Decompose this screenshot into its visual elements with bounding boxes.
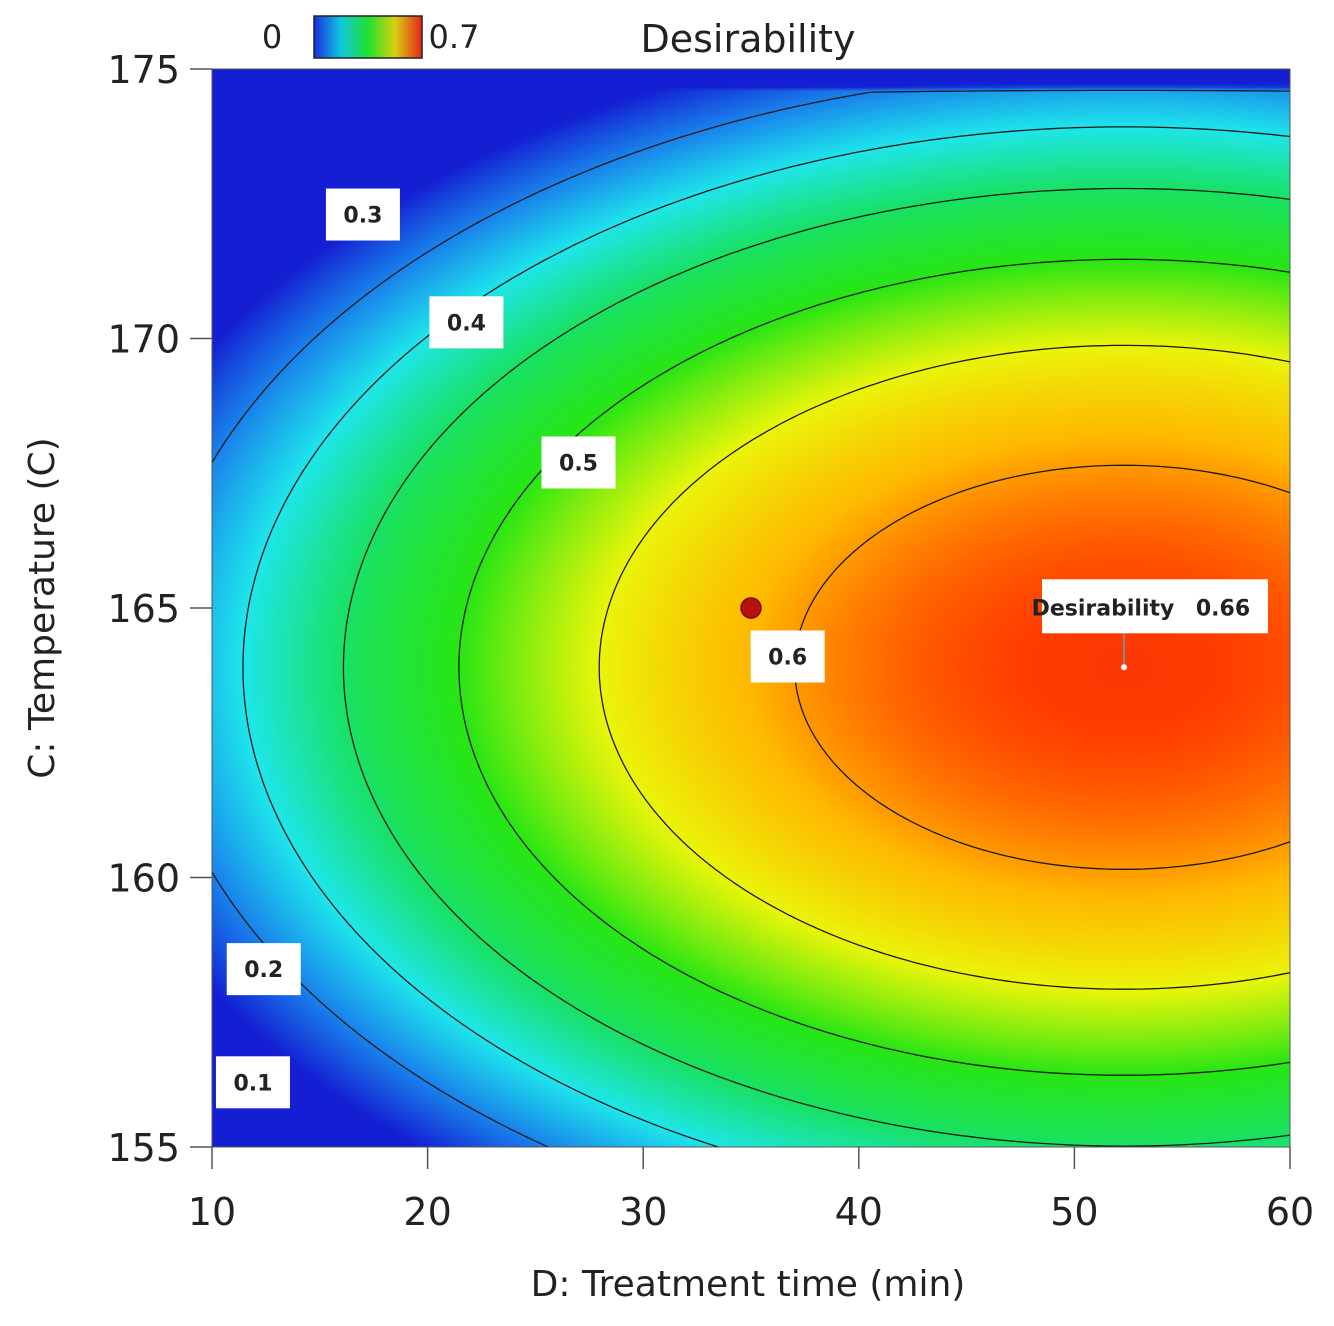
x-axis: 10 20 30 40 50 60 <box>188 1147 1314 1234</box>
chart-title: Desirability <box>640 17 855 61</box>
svg-text:0.2: 0.2 <box>244 958 283 983</box>
contour-labels: 0.1 0.2 0.3 0.4 0.5 0.6 <box>215 188 825 1109</box>
contour-line-0.5 <box>598 344 1290 990</box>
svg-text:0.3: 0.3 <box>343 204 382 229</box>
contour-label-0.6: 0.6 <box>750 630 825 683</box>
contour-label-0.3: 0.3 <box>325 188 400 241</box>
colorbar-max-label: 0.7 <box>429 18 480 56</box>
x-tick-label: 40 <box>835 1190 883 1234</box>
svg-text:0.5: 0.5 <box>559 451 598 476</box>
optimum-value: 0.66 <box>1196 596 1250 621</box>
contour-line-0.3 <box>342 187 1290 1147</box>
y-tick-label: 160 <box>107 857 180 901</box>
y-tick-label: 165 <box>107 587 180 631</box>
contour-line-0.2 <box>242 126 1290 1147</box>
contour-line-0.6 <box>793 464 1290 870</box>
optimum-callout: Desirability 0.66 <box>1032 579 1268 634</box>
svg-text:0.4: 0.4 <box>447 311 486 336</box>
contour-label-0.1: 0.1 <box>215 1056 290 1109</box>
x-tick-label: 10 <box>188 1190 236 1234</box>
y-tick-label: 170 <box>107 318 180 362</box>
contour-line-0.4 <box>458 258 1290 1076</box>
optimum-point <box>1120 664 1127 671</box>
y-tick-label: 155 <box>107 1126 180 1170</box>
x-axis-title: D: Treatment time (min) <box>531 1264 966 1305</box>
y-tick-label: 175 <box>107 48 180 92</box>
x-tick-label: 60 <box>1266 1190 1314 1234</box>
y-axis: 155 160 165 170 175 <box>107 48 212 1170</box>
svg-text:0.6: 0.6 <box>768 646 807 671</box>
svg-text:0.1: 0.1 <box>233 1071 272 1096</box>
colorbar: 0 0.7 <box>262 15 480 59</box>
colorbar-min-label: 0 <box>262 18 282 56</box>
contour-lines <box>212 89 1290 1147</box>
x-tick-label: 30 <box>619 1190 667 1234</box>
contour-label-0.2: 0.2 <box>226 943 301 996</box>
x-tick-label: 20 <box>403 1190 451 1234</box>
colorbar-gradient <box>313 15 423 59</box>
optimum-label: Desirability <box>1032 596 1175 621</box>
x-tick-label: 50 <box>1050 1190 1098 1234</box>
contour-label-0.4: 0.4 <box>429 296 504 349</box>
markers: Desirability 0.66 <box>740 579 1268 671</box>
y-axis-title: C: Temperature (C) <box>22 437 63 778</box>
design-point-marker <box>740 597 762 619</box>
contour-label-0.5: 0.5 <box>541 436 616 489</box>
